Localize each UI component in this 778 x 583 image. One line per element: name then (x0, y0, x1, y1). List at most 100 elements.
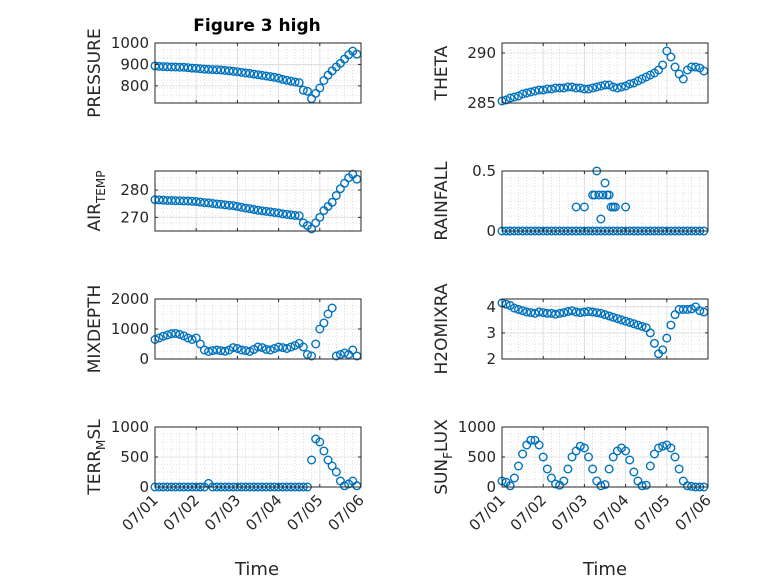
data-point (509, 473, 519, 483)
data-point (575, 83, 585, 93)
data-point (298, 342, 308, 352)
y-axis-label-main: RAINFALL (432, 161, 452, 241)
data-point (319, 318, 329, 328)
data-point (348, 345, 358, 355)
data-point (612, 314, 622, 324)
data-point (621, 202, 631, 212)
data-point (191, 333, 201, 343)
data-point (513, 304, 523, 314)
y-axis-label: RAINFALL (432, 161, 452, 241)
data-point (224, 66, 234, 76)
data-point (249, 204, 259, 214)
data-point (654, 443, 664, 453)
data-point (282, 75, 292, 85)
data-point (649, 449, 659, 459)
data-point (551, 479, 561, 489)
axes-box (501, 170, 709, 232)
data-point (579, 84, 589, 94)
data-point (282, 209, 292, 219)
data-point (579, 202, 589, 212)
y-tick-label: 1000 (458, 418, 496, 436)
data-point (208, 198, 218, 208)
data-point (204, 198, 214, 208)
data-point (596, 308, 606, 318)
data-point (530, 308, 540, 318)
data-point (563, 82, 573, 92)
data-point (538, 452, 548, 462)
axes-box (501, 298, 709, 360)
y-tick-label: 280 (120, 181, 149, 199)
data-point (555, 83, 565, 93)
data-point (695, 306, 705, 316)
data-point (518, 306, 528, 316)
data-point (286, 210, 296, 220)
data-point (542, 308, 552, 318)
data-point (629, 467, 639, 477)
data-point (274, 73, 284, 83)
y-tick-label: 0 (139, 350, 149, 368)
y-tick-label: 1000 (111, 418, 149, 436)
data-point (298, 85, 308, 95)
data-point (191, 63, 201, 73)
data-point (216, 65, 226, 75)
subplot-5: 0 1000 2000 MIXDEPTH (85, 285, 362, 373)
data-point (171, 329, 181, 339)
data-point (269, 344, 279, 354)
data-point (637, 481, 647, 491)
data-point (278, 209, 288, 219)
x-axis-label-right: Time (582, 559, 627, 580)
y-tick-label: 1000 (111, 320, 149, 338)
data-point (187, 196, 197, 206)
data-point (323, 309, 333, 319)
data-point (315, 212, 325, 222)
data-point (575, 441, 585, 451)
data-point (538, 85, 548, 95)
y-tick-label: 4 (486, 298, 496, 316)
data-point (340, 481, 350, 491)
y-axis-label-main: PRESSURE (85, 28, 105, 117)
data-point (253, 70, 263, 80)
data-point (216, 199, 226, 209)
data-point (286, 342, 296, 352)
data-point (249, 69, 259, 79)
data-point (584, 307, 594, 317)
data-point (315, 324, 325, 334)
data-point (179, 62, 189, 72)
data-point (551, 309, 561, 319)
data-point (191, 197, 201, 207)
data-point (220, 346, 230, 356)
data-point (522, 88, 532, 98)
data-point (555, 308, 565, 318)
axes-box (154, 42, 362, 104)
data-point (670, 452, 680, 462)
y-tick-label: 0 (139, 478, 149, 496)
data-point (187, 335, 197, 345)
axes-box (501, 42, 709, 104)
data-point (534, 440, 544, 450)
data-point (600, 80, 610, 90)
data-point (559, 476, 569, 486)
data-point (641, 480, 651, 490)
data-point (596, 214, 606, 224)
data-point (534, 307, 544, 317)
series-points (150, 303, 362, 361)
data-point (282, 344, 292, 354)
y-axis-label-suffix: SL (85, 419, 105, 440)
data-point (621, 316, 631, 326)
y-axis-label-main: H2OMIXRA (432, 283, 452, 374)
y-axis-label-suffix: LUX (432, 419, 452, 452)
data-point (604, 311, 614, 321)
data-point (274, 342, 284, 352)
data-point (625, 455, 635, 465)
data-point (162, 330, 172, 340)
data-point (257, 70, 267, 80)
data-point (678, 74, 688, 84)
data-point (311, 339, 321, 349)
data-point (237, 345, 247, 355)
data-point (505, 481, 515, 491)
y-tick-label: 500 (467, 448, 496, 466)
y-tick-label: 285 (467, 94, 496, 112)
data-point (687, 62, 697, 72)
data-point (518, 89, 528, 99)
